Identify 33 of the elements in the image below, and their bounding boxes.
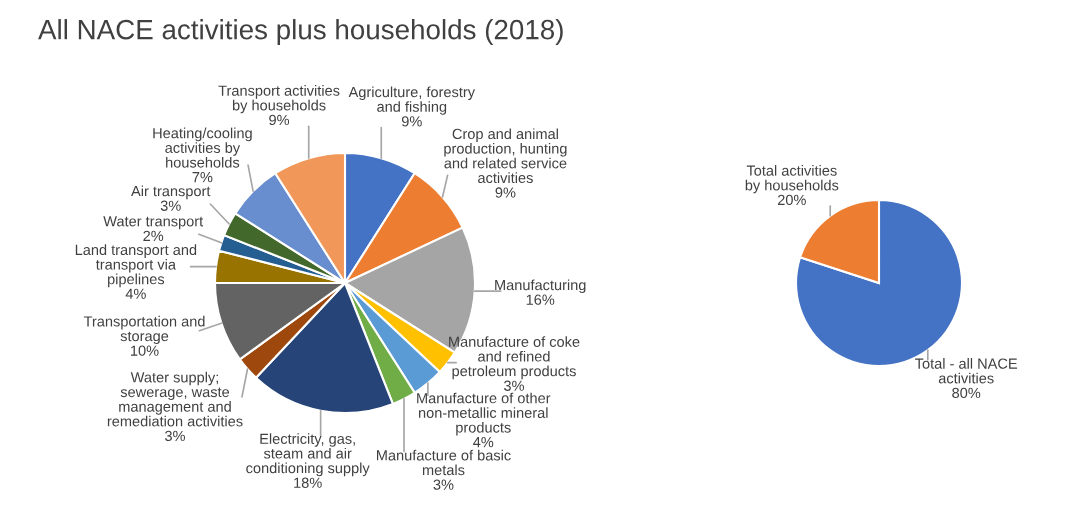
slice-label: Agriculture, forestry and fishing [348, 86, 475, 115]
data-label: 9% [269, 114, 290, 126]
slice-label: Water transport [103, 216, 204, 230]
data-label: 3% [433, 479, 454, 490]
data-label: 2% [143, 230, 164, 241]
slice-label: Manufacturing [495, 279, 586, 294]
data-label: 4% [473, 437, 494, 448]
data-label: 3% [165, 430, 185, 442]
slice-label: Electricity, gas, steam and air conditioning supply [246, 433, 370, 477]
slice-label: Water supply; sewerage, waste management and remediation activities [107, 371, 243, 427]
data-label: 9% [401, 116, 422, 127]
slice-label: Total activities by households [745, 165, 839, 194]
slice-label: Manufacture of basic metals [376, 449, 511, 476]
slice-label: Total - all NACE activities [915, 358, 1018, 384]
data-label: 10% [131, 345, 159, 356]
data-label: 4% [125, 288, 146, 299]
slice-label: Air transport [131, 185, 211, 200]
data-label: 3% [160, 200, 181, 211]
chart-title: All NACE activities plus households (2018) [38, 19, 563, 45]
data-label: 80% [952, 387, 981, 399]
data-label: 7% [192, 172, 213, 183]
slice-label: Transport activities by households [218, 85, 340, 114]
data-label: 9% [495, 187, 516, 198]
data-label: 20% [777, 194, 806, 206]
data-label: 18% [294, 477, 322, 488]
slice-label: Heating/cooling activities by households [153, 127, 252, 168]
data-label: 3% [504, 380, 524, 391]
data-label: 16% [526, 294, 555, 305]
slice-label: Land transport and transport via pipelines [75, 244, 197, 288]
slice-label: Transportation and storage [83, 315, 205, 345]
slice-label: Manufacture of coke and refined petroleum products [449, 336, 580, 380]
slice-label: Crop and animal production, hunting and related service activities [444, 128, 567, 184]
slice-label: Manufacture of other non-metallic mineral products [417, 392, 551, 436]
